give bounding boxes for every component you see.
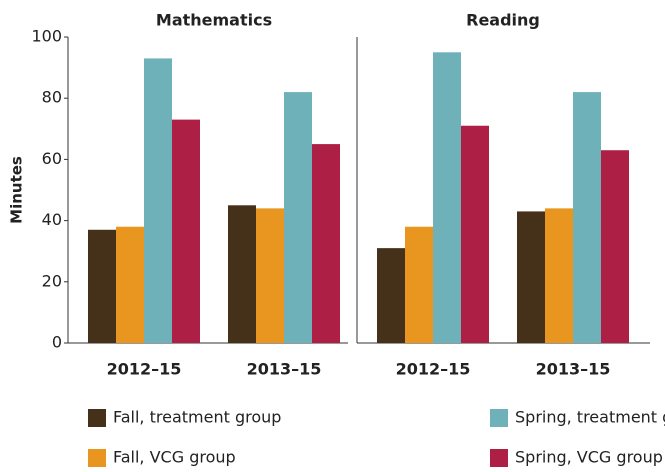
bar [461, 125, 489, 344]
bar [405, 226, 433, 343]
bar [517, 211, 545, 343]
y-tick-label: 20 [42, 271, 62, 290]
legend-label: Fall, VCG group [113, 448, 236, 467]
y-axis-label: Minutes [8, 156, 26, 224]
bar [312, 144, 340, 343]
bar [433, 52, 461, 344]
y-tick-label: 100 [31, 27, 62, 46]
legend-label: Spring, VCG group [515, 448, 663, 467]
legend-swatch [490, 449, 508, 467]
panel-title: Mathematics [156, 11, 272, 30]
bar [377, 248, 405, 343]
x-tick-label: 2012–15 [107, 360, 182, 379]
y-tick-label: 80 [42, 88, 62, 107]
x-tick-label: 2013–15 [247, 360, 322, 379]
bar [172, 119, 200, 344]
legend-swatch [88, 409, 106, 427]
bar [144, 58, 172, 344]
bar [573, 92, 601, 343]
bar [228, 205, 256, 343]
bar [545, 208, 573, 343]
bar [116, 226, 144, 343]
y-tick-label: 0 [52, 333, 62, 352]
bar [284, 92, 312, 343]
x-tick-label: 2013–15 [536, 360, 611, 379]
bar [601, 150, 629, 343]
legend-label: Spring, treatment group [515, 408, 665, 427]
legend-label: Fall, treatment group [113, 408, 281, 427]
panel-title: Reading [466, 11, 540, 30]
y-tick-label: 40 [42, 210, 62, 229]
legend-swatch [88, 449, 106, 467]
y-tick-label: 60 [42, 149, 62, 168]
bar [88, 229, 116, 343]
x-tick-label: 2012–15 [396, 360, 471, 379]
bar [256, 208, 284, 343]
legend-swatch [490, 409, 508, 427]
